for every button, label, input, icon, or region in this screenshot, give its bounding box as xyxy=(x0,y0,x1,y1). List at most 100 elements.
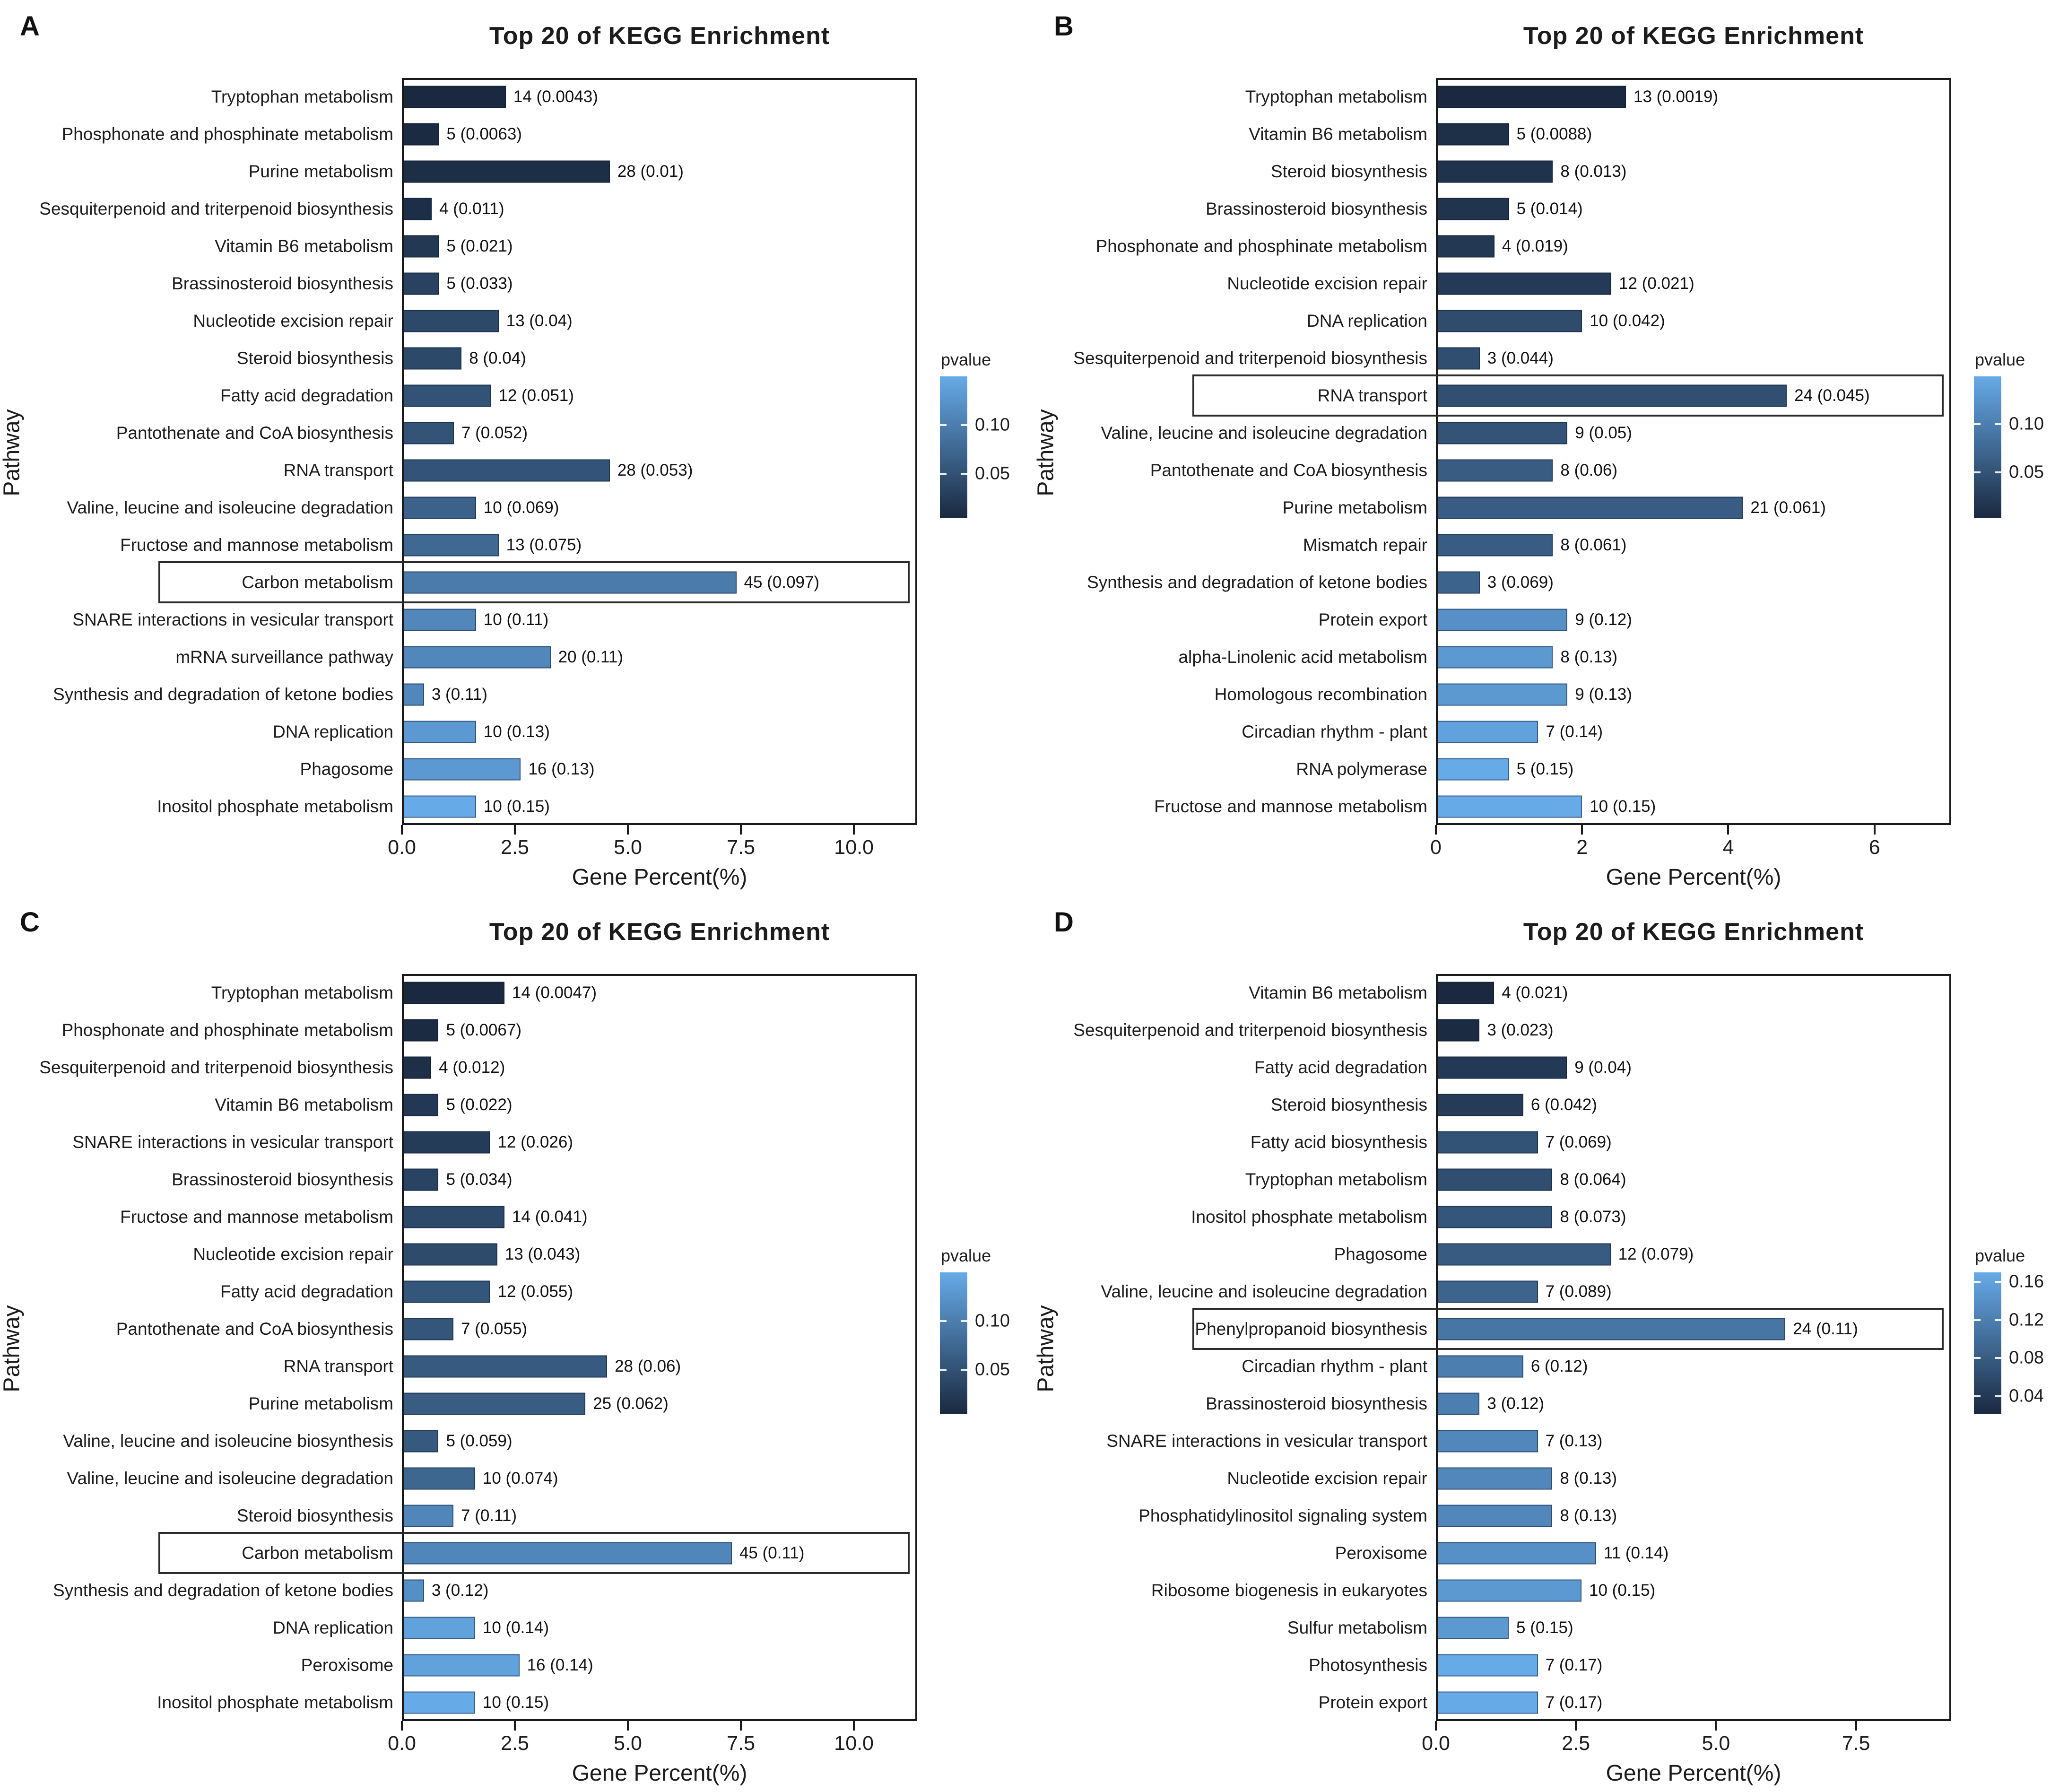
bar-value-label: 7 (0.11) xyxy=(461,1506,517,1525)
bar-track: 7 (0.17) xyxy=(1436,1646,1951,1684)
legend-tick-label: 0.10 xyxy=(2009,414,2044,434)
bar xyxy=(1436,1019,1480,1041)
x-axis-tick xyxy=(740,1721,742,1731)
legend-tick-mark xyxy=(1995,423,2001,426)
bar-value-label: 12 (0.055) xyxy=(497,1282,573,1301)
bar xyxy=(1436,496,1743,519)
x-axis-tick xyxy=(1715,1721,1717,1731)
bar xyxy=(402,1542,732,1564)
bar-value-label: 9 (0.13) xyxy=(1575,685,1632,704)
bar-track: 8 (0.13) xyxy=(1436,638,1951,676)
bar-track: 28 (0.053) xyxy=(402,452,917,489)
pathway-label: Pantothenate and CoA biosynthesis xyxy=(0,1319,402,1339)
bar-value-label: 28 (0.01) xyxy=(617,162,684,181)
bar xyxy=(402,347,462,369)
pathway-label: Sulfur metabolism xyxy=(1034,1618,1436,1638)
pathway-label: Fructose and mannose metabolism xyxy=(1034,797,1436,817)
bar-track: 10 (0.042) xyxy=(1436,302,1951,339)
bar-row: Phagosome 12 (0.079) xyxy=(1034,1235,1951,1273)
bar-value-label: 8 (0.061) xyxy=(1560,535,1627,554)
bar xyxy=(402,1355,608,1377)
bar-track: 5 (0.022) xyxy=(402,1086,917,1123)
bar-row: Fructose and mannose metabolism 14 (0.041… xyxy=(0,1198,917,1235)
bar-value-label: 3 (0.11) xyxy=(431,685,487,704)
bar-value-label: 5 (0.059) xyxy=(446,1431,513,1450)
bar-row: Purine metabolism 21 (0.061) xyxy=(1034,489,1951,526)
bar-track: 6 (0.042) xyxy=(1436,1086,1951,1123)
bar-value-label: 8 (0.13) xyxy=(1560,1506,1617,1525)
bar-value-label: 8 (0.073) xyxy=(1560,1207,1626,1226)
pathway-label: Mismatch repair xyxy=(1034,535,1436,555)
x-axis-tick-label: 0.0 xyxy=(388,1732,416,1755)
x-axis-tick-label: 7.5 xyxy=(1842,1732,1870,1755)
pathway-label: Sesquiterpenoid and triterpenoid biosynt… xyxy=(1034,1020,1436,1040)
bar-value-label: 28 (0.06) xyxy=(615,1357,681,1375)
bar-value-label: 4 (0.011) xyxy=(439,199,504,218)
pathway-label: Nucleotide excision repair xyxy=(0,1244,402,1264)
bar-track: 5 (0.021) xyxy=(402,227,917,265)
bar-value-label: 16 (0.14) xyxy=(527,1655,593,1674)
bar-row: Vitamin B6 metabolism 5 (0.021) xyxy=(0,227,917,265)
bar-row: Synthesis and degradation of ketone bodi… xyxy=(0,676,917,713)
bar xyxy=(402,459,610,481)
panel-letter-d: D xyxy=(1054,907,1074,938)
legend-tick-mark xyxy=(1974,423,1981,426)
bar-row: Valine, leucine and isoleucine degradati… xyxy=(1034,1273,1951,1310)
bar-row: Sesquiterpenoid and triterpenoid biosynt… xyxy=(1034,339,1951,377)
bar-row: RNA polymerase 5 (0.15) xyxy=(1034,750,1951,788)
bar-row: Brassinosteroid biosynthesis 5 (0.034) xyxy=(0,1161,917,1198)
bar-track: 10 (0.069) xyxy=(402,489,917,526)
pathway-label: DNA replication xyxy=(0,1618,402,1638)
bar-track: 12 (0.051) xyxy=(402,377,917,414)
bar-value-label: 3 (0.069) xyxy=(1487,573,1554,592)
bar-value-label: 45 (0.097) xyxy=(744,573,820,592)
pathway-label: Valine, leucine and isoleucine degradati… xyxy=(0,1469,402,1488)
bar xyxy=(402,646,551,668)
bar-value-label: 3 (0.044) xyxy=(1487,348,1554,367)
bar-row: Inositol phosphate metabolism 8 (0.073) xyxy=(1034,1198,1951,1235)
pvalue-legend: pvalue 0.10 0.05 xyxy=(940,1246,1034,1414)
bar xyxy=(1436,86,1626,108)
bar-track: 8 (0.04) xyxy=(402,339,917,377)
bar xyxy=(1436,1168,1553,1191)
bar-row: mRNA surveillance pathway 20 (0.11) xyxy=(0,638,917,676)
bar-row: Sesquiterpenoid and triterpenoid biosynt… xyxy=(1034,1011,1951,1049)
x-axis-label: Gene Percent(%) xyxy=(1606,865,1781,890)
pathway-label: Inositol phosphate metabolism xyxy=(0,1693,402,1713)
pathway-label: RNA transport xyxy=(0,461,402,480)
pathway-label: Fatty acid degradation xyxy=(0,1282,402,1302)
bar-value-label: 28 (0.053) xyxy=(617,461,693,479)
bar xyxy=(402,1617,475,1639)
bar-value-label: 3 (0.12) xyxy=(1487,1394,1545,1413)
bar-value-label: 14 (0.0043) xyxy=(513,87,598,106)
legend-tick-mark xyxy=(1995,471,2001,473)
pathway-label: Brassinosteroid biosynthesis xyxy=(0,1170,402,1190)
bar-row: Circadian rhythm - plant 7 (0.14) xyxy=(1034,713,1951,750)
bar xyxy=(402,1654,520,1676)
pathway-label: Synthesis and degradation of ketone bodi… xyxy=(0,685,402,705)
bar-row: Photosynthesis 7 (0.17) xyxy=(1034,1646,1951,1684)
bar-value-label: 20 (0.11) xyxy=(558,647,624,666)
bar-track: 8 (0.013) xyxy=(1436,153,1951,190)
bar-row: DNA replication 10 (0.042) xyxy=(1034,302,1951,339)
bar-rows: Tryptophan metabolism 14 (0.0047) Phosphon… xyxy=(0,974,917,1721)
bar-track: 7 (0.13) xyxy=(1436,1422,1951,1460)
bar-track: 13 (0.075) xyxy=(402,526,917,564)
x-axis-tick xyxy=(1435,825,1437,835)
bar xyxy=(402,310,499,332)
bar xyxy=(1436,1243,1611,1265)
bar-row: Phenylpropanoid biosynthesis 24 (0.11) xyxy=(1034,1310,1951,1348)
pathway-label: Purine metabolism xyxy=(0,162,402,182)
legend-tick-mark xyxy=(1974,471,1981,473)
pathway-label: Fructose and mannose metabolism xyxy=(0,535,402,555)
bar-track: 6 (0.12) xyxy=(1436,1348,1951,1385)
panel-letter-c: C xyxy=(20,907,40,938)
bar-track: 5 (0.034) xyxy=(402,1161,917,1198)
x-axis-tick-label: 7.5 xyxy=(727,836,755,859)
pathway-label: Protein export xyxy=(1034,1693,1436,1713)
x-axis-tick-label: 4 xyxy=(1722,836,1734,859)
bar-value-label: 5 (0.15) xyxy=(1516,759,1574,778)
bar-value-label: 9 (0.05) xyxy=(1575,423,1632,442)
bar xyxy=(1436,721,1538,743)
